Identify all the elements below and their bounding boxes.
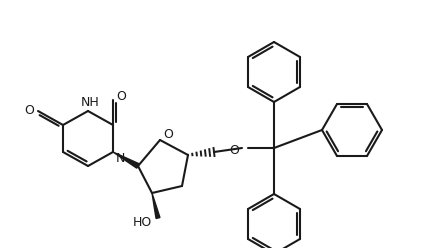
Text: O: O: [116, 91, 126, 103]
Polygon shape: [113, 152, 139, 168]
Text: O: O: [24, 104, 34, 118]
Text: O: O: [229, 144, 239, 156]
Text: NH: NH: [81, 95, 99, 109]
Text: HO: HO: [132, 217, 152, 229]
Polygon shape: [152, 193, 160, 218]
Text: O: O: [163, 128, 173, 142]
Text: N: N: [115, 153, 125, 165]
